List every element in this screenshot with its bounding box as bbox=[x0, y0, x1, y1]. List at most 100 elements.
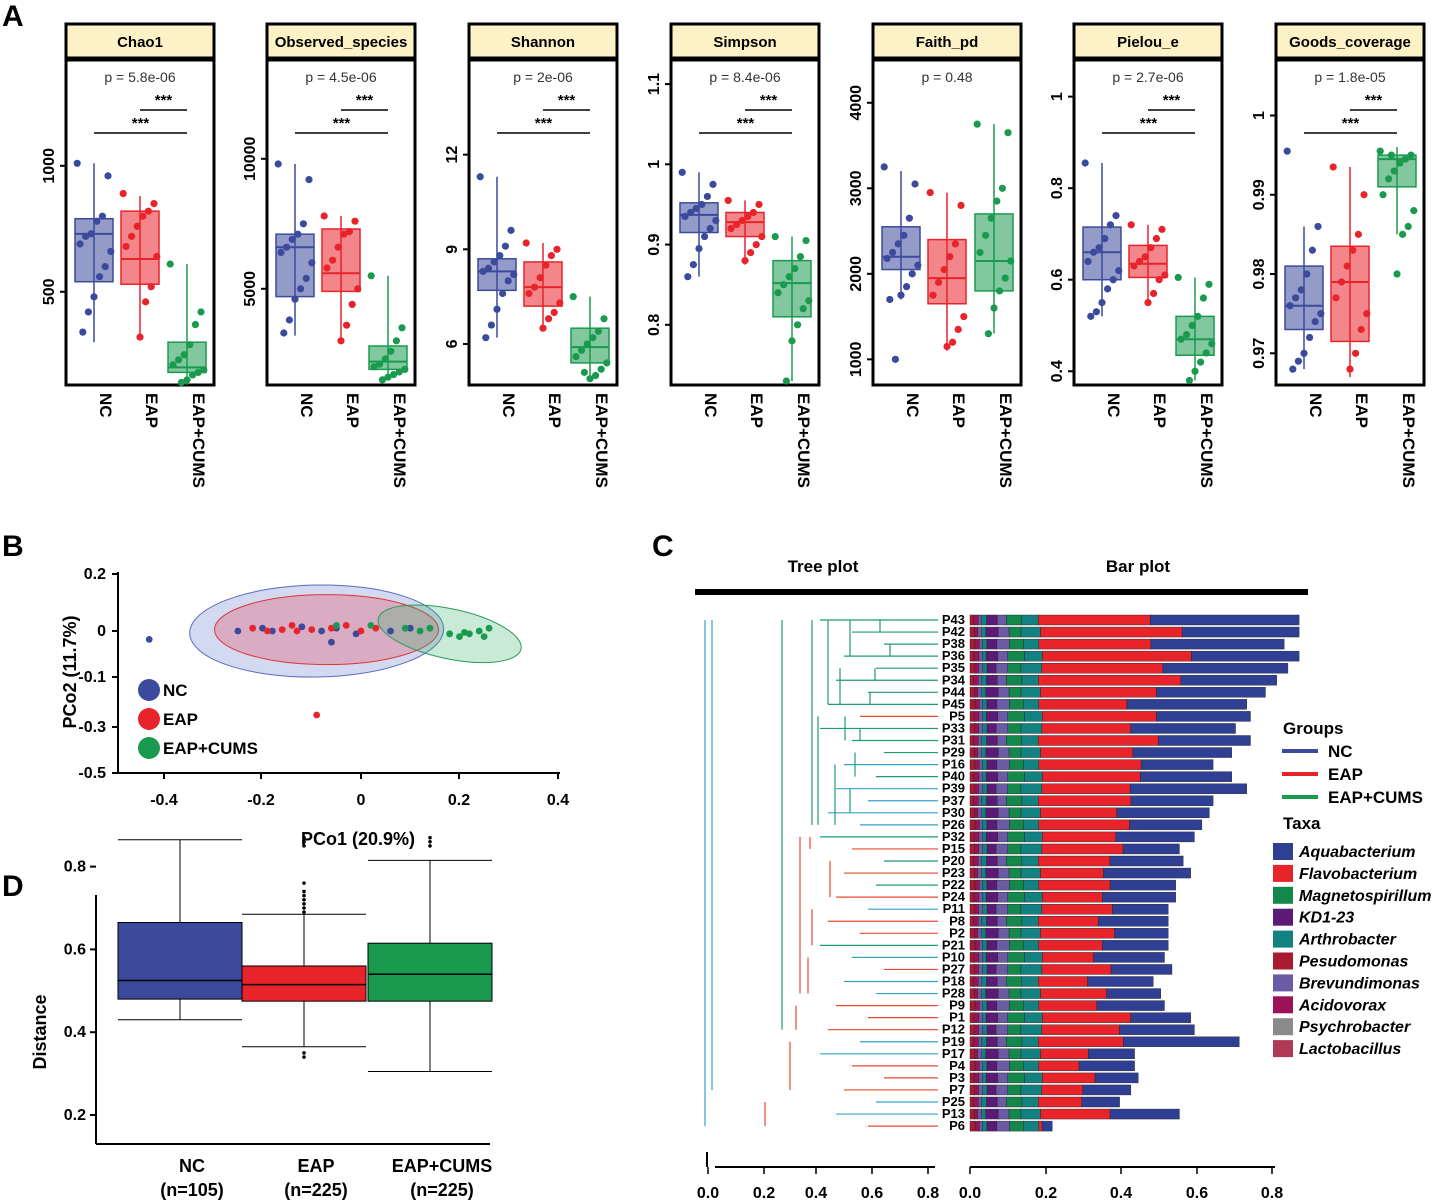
data-point bbox=[900, 231, 908, 239]
bar-segment bbox=[1023, 819, 1039, 831]
data-point bbox=[351, 217, 359, 225]
bar-segment bbox=[982, 904, 988, 915]
sample-label: P13 bbox=[942, 1106, 965, 1121]
data-point bbox=[1283, 147, 1291, 155]
bar-segment-flavobacterium bbox=[1038, 819, 1130, 831]
data-point bbox=[799, 305, 807, 313]
data-point bbox=[1343, 262, 1351, 270]
bar-segment bbox=[996, 699, 1010, 710]
bar-segment bbox=[969, 771, 975, 782]
sample-label: P2 bbox=[949, 925, 965, 940]
bar-segment bbox=[1007, 723, 1022, 734]
data-point bbox=[911, 180, 919, 188]
data-point bbox=[1084, 257, 1092, 266]
taxa-swatch bbox=[1273, 996, 1293, 1014]
data-point bbox=[76, 240, 84, 248]
data-point bbox=[987, 214, 995, 222]
bar-segment bbox=[969, 1084, 975, 1096]
box-iqr bbox=[1330, 245, 1370, 343]
outlier-point bbox=[302, 893, 306, 898]
bar-segment-aquabacterium bbox=[1096, 1000, 1165, 1011]
group-label: EAP bbox=[1352, 393, 1371, 428]
data-point bbox=[334, 243, 342, 251]
bar-segment bbox=[974, 1060, 980, 1072]
data-point bbox=[897, 291, 905, 299]
sample-label: P11 bbox=[943, 901, 965, 916]
data-point bbox=[572, 353, 580, 361]
data-point bbox=[536, 274, 544, 282]
data-point bbox=[96, 273, 104, 281]
bar-segment bbox=[981, 988, 986, 999]
p-value: p = 2.7e-06 bbox=[1112, 69, 1183, 85]
data-point bbox=[1202, 349, 1210, 357]
data-point bbox=[128, 232, 136, 240]
bar-segment bbox=[986, 1060, 998, 1072]
y-tick-label: 1.1 bbox=[646, 73, 663, 95]
data-point bbox=[274, 160, 282, 168]
data-point bbox=[288, 235, 296, 243]
data-point bbox=[1332, 294, 1340, 302]
taxa-swatch bbox=[1273, 952, 1293, 970]
bar-segment bbox=[981, 855, 987, 867]
y-tick-label: 0.2 bbox=[64, 1107, 86, 1124]
data-point bbox=[550, 308, 558, 317]
bar-segment bbox=[997, 831, 1008, 843]
bar-segment-flavobacterium bbox=[1038, 699, 1128, 710]
data-point bbox=[387, 347, 395, 355]
data-point bbox=[1387, 151, 1395, 159]
taxa-label: Pesudomonas bbox=[1299, 954, 1408, 971]
bar-segment bbox=[985, 687, 999, 698]
bar-segment bbox=[974, 1048, 979, 1060]
data-point bbox=[390, 371, 398, 379]
bar-segment bbox=[986, 843, 997, 855]
data-point bbox=[1360, 191, 1368, 199]
pcoa-point bbox=[406, 624, 414, 632]
data-point bbox=[280, 329, 288, 337]
bar-segment bbox=[969, 795, 974, 806]
taxa-swatch bbox=[1273, 908, 1293, 926]
bar-segment bbox=[982, 783, 988, 794]
y-tick-label: 0.97 bbox=[1251, 338, 1268, 369]
bar-segment-flavobacterium bbox=[1038, 675, 1181, 686]
bar-segment bbox=[986, 699, 998, 710]
bar-x-tick: 0.6 bbox=[1186, 1185, 1208, 1202]
bar-segment bbox=[1006, 1096, 1023, 1108]
facet-title-box bbox=[1072, 22, 1224, 60]
pcoa-point bbox=[461, 629, 468, 636]
sig-label: *** bbox=[1342, 115, 1360, 132]
sample-label: P36 bbox=[942, 648, 965, 663]
bar-segment-aquabacterium bbox=[1140, 759, 1214, 770]
legend-label: EAP+CUMS bbox=[163, 739, 258, 758]
pcoa-point bbox=[249, 624, 257, 632]
data-point bbox=[1087, 312, 1095, 320]
data-point bbox=[1092, 308, 1100, 316]
bar-segment-aquabacterium bbox=[1116, 807, 1210, 818]
bar-segment-aquabacterium bbox=[1081, 1096, 1120, 1108]
bar-segment bbox=[998, 626, 1010, 638]
data-point bbox=[542, 261, 550, 269]
sample-label: P3 bbox=[949, 1070, 965, 1085]
taxa-label: Magnetospirillum bbox=[1299, 888, 1431, 905]
bar-segment-aquabacterium bbox=[1119, 1024, 1195, 1035]
data-point bbox=[957, 201, 965, 209]
bar-segment bbox=[996, 638, 1010, 650]
bar-segment bbox=[986, 855, 998, 867]
bar-segment bbox=[986, 879, 998, 891]
data-point bbox=[501, 242, 509, 250]
bar-segment bbox=[978, 783, 984, 794]
bar-segment-aquabacterium bbox=[1123, 1036, 1240, 1047]
bar-segment-aquabacterium bbox=[1156, 687, 1266, 698]
bar-segment-flavobacterium bbox=[1038, 1036, 1124, 1047]
legend-label: NC bbox=[163, 681, 188, 700]
bar-segment bbox=[982, 711, 987, 722]
bar-segment bbox=[974, 807, 979, 818]
bar-segment-aquabacterium bbox=[1088, 1048, 1135, 1060]
bar-segment-flavobacterium bbox=[1038, 1120, 1043, 1132]
bar-segment-flavobacterium bbox=[1041, 663, 1164, 674]
data-point bbox=[886, 295, 894, 304]
data-point bbox=[144, 207, 152, 215]
data-point bbox=[689, 261, 698, 269]
data-point bbox=[323, 264, 331, 272]
pcoa-point bbox=[367, 622, 375, 629]
bar-segment bbox=[974, 663, 979, 674]
